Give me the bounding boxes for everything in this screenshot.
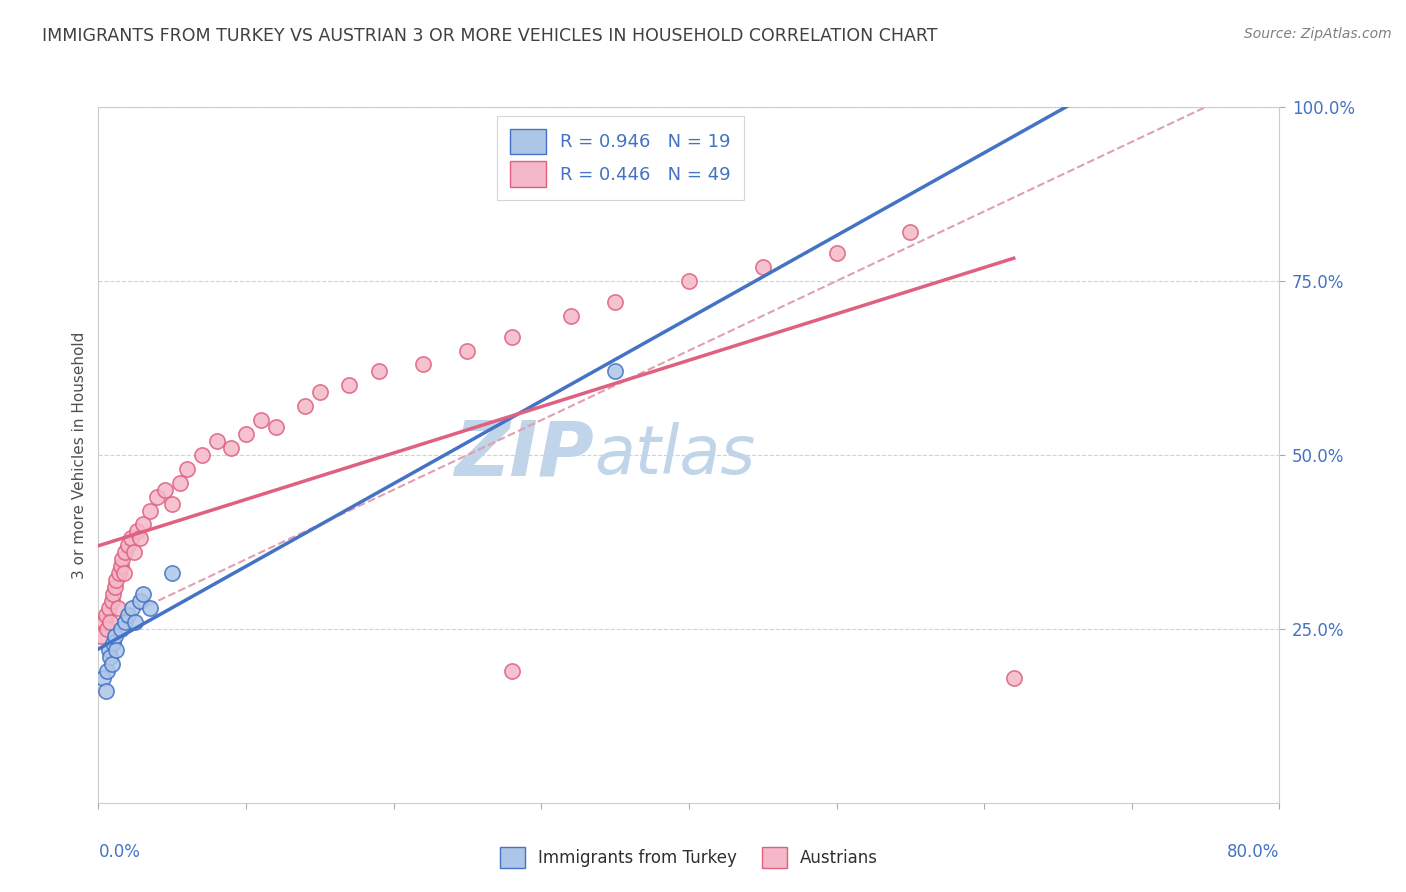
Point [294,399,316,413]
Point [121,601,143,615]
Point [501,329,523,343]
Point [825,246,848,260]
Point [114,545,136,559]
Point [97,601,120,615]
Point [205,434,228,448]
Point [456,343,478,358]
Point [132,517,155,532]
Point [124,615,146,629]
Point [90,629,112,643]
Point [309,385,332,400]
Point [139,503,162,517]
Point [107,601,129,615]
Point [112,566,135,581]
Text: Source: ZipAtlas.com: Source: ZipAtlas.com [1244,27,1392,41]
Text: 0.0%: 0.0% [98,843,141,861]
Point [501,664,523,678]
Point [605,294,627,309]
Point [162,566,183,581]
Legend: R = 0.946   N = 19, R = 0.446   N = 49: R = 0.946 N = 19, R = 0.446 N = 49 [498,116,744,200]
Point [120,532,142,546]
Point [100,657,122,671]
Point [412,358,434,372]
Point [93,615,115,629]
Point [98,649,121,664]
Point [103,587,125,601]
Point [114,615,136,629]
Point [368,364,391,378]
Point [117,607,139,622]
Point [146,490,169,504]
Point [105,642,128,657]
Point [104,629,127,643]
Point [96,664,118,678]
Text: ZIP: ZIP [454,418,595,491]
Point [139,601,162,615]
Point [122,545,145,559]
Point [96,622,118,636]
Point [111,552,134,566]
Point [91,671,114,685]
Point [169,475,191,490]
Point [153,483,176,497]
Point [250,413,273,427]
Point [98,615,121,629]
Text: atlas: atlas [595,422,755,488]
Point [94,684,117,698]
Point [117,538,139,552]
Point [1002,671,1025,685]
Point [678,274,700,288]
Point [100,594,122,608]
Point [235,427,257,442]
Point [97,642,120,657]
Text: IMMIGRANTS FROM TURKEY VS AUSTRIAN 3 OR MORE VEHICLES IN HOUSEHOLD CORRELATION C: IMMIGRANTS FROM TURKEY VS AUSTRIAN 3 OR … [42,27,938,45]
Point [219,441,243,455]
Point [103,636,125,650]
Point [560,309,582,323]
Text: 80.0%: 80.0% [1227,843,1279,861]
Point [900,225,922,239]
Point [264,420,287,434]
Point [108,566,131,581]
Point [605,364,627,378]
Point [337,378,360,392]
Point [191,448,214,462]
Point [751,260,773,274]
Point [128,594,150,608]
Point [110,559,132,574]
Point [125,524,148,539]
Point [110,622,132,636]
Point [176,462,198,476]
Point [162,497,183,511]
Point [132,587,155,601]
Point [105,573,128,587]
Point [104,580,127,594]
Point [94,607,117,622]
Point [128,532,150,546]
Y-axis label: 3 or more Vehicles in Household: 3 or more Vehicles in Household [72,331,87,579]
